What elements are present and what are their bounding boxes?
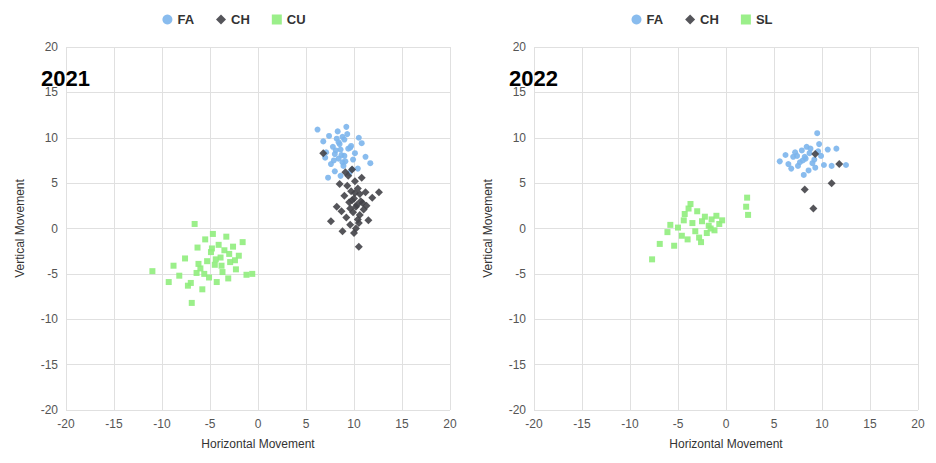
svg-text:-15: -15 [573,417,591,431]
svg-text:-20: -20 [57,417,75,431]
svg-text:Vertical Movement: Vertical Movement [13,178,27,277]
svg-text:-10: -10 [153,417,171,431]
svg-text:SL: SL [756,12,773,27]
svg-text:15: 15 [863,417,877,431]
svg-text:FA: FA [177,12,194,27]
svg-text:10: 10 [815,417,829,431]
svg-text:-20: -20 [525,417,543,431]
svg-text:20: 20 [911,417,925,431]
svg-text:0: 0 [51,222,58,236]
svg-text:-5: -5 [205,417,216,431]
svg-text:5: 5 [51,176,58,190]
svg-text:5: 5 [771,417,778,431]
svg-text:-20: -20 [41,403,59,417]
svg-text:CH: CH [231,12,250,27]
svg-text:0: 0 [255,417,262,431]
svg-text:10: 10 [513,131,527,145]
svg-text:-10: -10 [621,417,639,431]
svg-text:2022: 2022 [509,66,558,91]
svg-text:20: 20 [45,40,59,54]
svg-text:20: 20 [443,417,457,431]
svg-text:-10: -10 [509,312,527,326]
svg-text:-5: -5 [47,267,58,281]
svg-text:5: 5 [303,417,310,431]
svg-text:15: 15 [44,85,58,100]
svg-text:CU: CU [287,12,306,27]
svg-text:0: 0 [519,222,526,236]
svg-text:-15: -15 [41,358,59,372]
svg-text:15: 15 [512,85,526,100]
svg-text:-15: -15 [105,417,123,431]
svg-text:-10: -10 [41,312,59,326]
svg-text:-5: -5 [515,267,526,281]
svg-text:-20: -20 [509,403,527,417]
svg-text:-5: -5 [673,417,684,431]
svg-text:20: 20 [513,40,527,54]
svg-text:-15: -15 [509,358,527,372]
svg-text:Horizontal Movement: Horizontal Movement [669,437,783,451]
svg-text:5: 5 [519,176,526,190]
svg-text:CH: CH [700,12,719,27]
svg-text:0: 0 [723,417,730,431]
svg-text:2021: 2021 [41,66,90,91]
svg-text:Horizontal Movement: Horizontal Movement [201,437,315,451]
svg-text:FA: FA [647,12,664,27]
svg-text:10: 10 [347,417,361,431]
svg-text:Vertical Movement: Vertical Movement [481,178,495,277]
svg-text:15: 15 [395,417,409,431]
svg-text:10: 10 [45,131,59,145]
